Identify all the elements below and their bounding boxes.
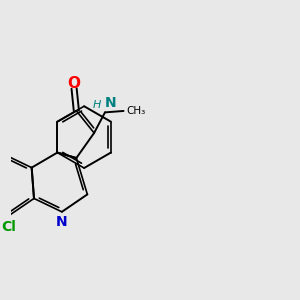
Text: N: N — [56, 215, 68, 229]
Text: N: N — [105, 96, 117, 110]
Text: H: H — [93, 100, 101, 110]
Text: Cl: Cl — [2, 220, 16, 234]
Text: CH₃: CH₃ — [126, 106, 146, 116]
Text: O: O — [68, 76, 81, 91]
